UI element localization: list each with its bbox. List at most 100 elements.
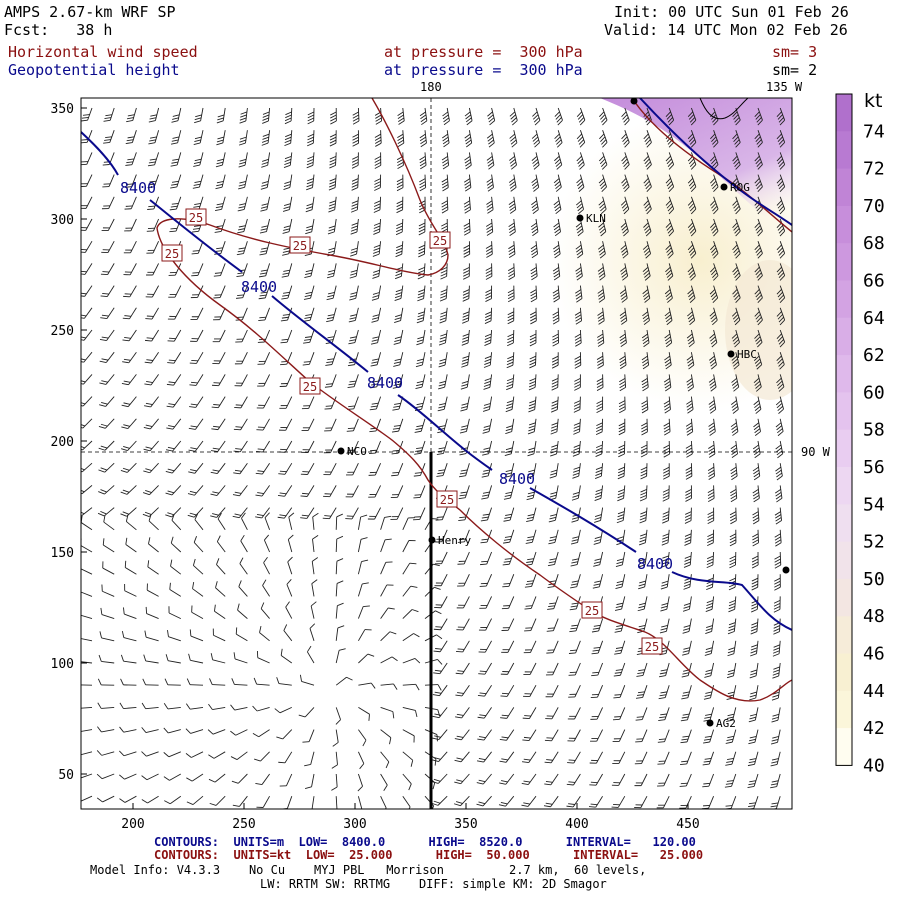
wind-barb [614, 596, 626, 611]
wind-barb [168, 263, 182, 276]
wind-barb [774, 551, 782, 569]
wind-barb [665, 263, 674, 281]
colorbar-swatch [836, 504, 852, 543]
wind-barb [346, 440, 359, 454]
wind-barb [526, 463, 537, 479]
wind-barb [257, 352, 271, 365]
wind-barb [238, 174, 248, 190]
wind-barb [462, 285, 470, 302]
wind-barb [567, 729, 581, 742]
wind-barb [352, 130, 360, 147]
wind-barb [144, 396, 159, 408]
height-contour-label: 8400 [120, 179, 156, 197]
wind-barb [303, 285, 315, 300]
wind-barb [145, 606, 159, 620]
wind-barb [634, 751, 648, 765]
wind-barb [574, 307, 583, 325]
wind-barb [574, 329, 582, 347]
station-label: ROG [730, 181, 750, 194]
colorbar-label: 64 [863, 308, 885, 329]
wind-barb [656, 816, 669, 833]
wind-barb [98, 485, 115, 495]
wind-barb [546, 640, 559, 654]
wind-barb [120, 678, 137, 686]
field2-name: Geopotential height [8, 61, 180, 79]
wind-barb [620, 241, 629, 259]
wind-barb [708, 440, 716, 458]
wind-barb [357, 582, 369, 597]
wind-barb [752, 485, 760, 503]
wind-barb [686, 396, 694, 414]
wind-barb [661, 551, 670, 568]
wind-barb [121, 440, 137, 451]
wind-barb [235, 627, 248, 642]
wind-barb [641, 329, 650, 348]
wind-barb [241, 512, 248, 531]
wind-barb [431, 751, 448, 762]
wind-barb [208, 751, 226, 759]
wind-barb [710, 241, 719, 259]
wind-barb [483, 374, 493, 390]
wind-barb [575, 285, 583, 303]
wind-barb [732, 285, 741, 303]
colorbar-label: 50 [863, 569, 885, 590]
wind-barb [477, 729, 492, 741]
wind-barb [460, 396, 470, 412]
wind-barb [664, 352, 672, 370]
wind-barb [665, 241, 674, 259]
wind-barb [322, 507, 337, 520]
wind-barb [432, 707, 448, 719]
wind-barb [163, 727, 181, 734]
wind-barb [568, 640, 581, 654]
wind-barb [328, 174, 337, 191]
wind-barb [81, 107, 93, 122]
wind-barb [144, 329, 159, 342]
wind-barb [702, 773, 715, 788]
wind-barb [618, 396, 626, 414]
wind-barb [368, 440, 382, 454]
wind-barb [253, 751, 270, 762]
height-contour-8400-e [529, 487, 637, 553]
wind-barb [753, 352, 763, 370]
wind-barb [191, 263, 204, 277]
wind-barb [217, 512, 226, 531]
field1-smoothing: sm= 3 [772, 43, 818, 61]
wind-barb [103, 130, 115, 144]
wind-barb [420, 818, 434, 834]
wind-barb [440, 263, 448, 280]
wind-barb [75, 813, 92, 826]
height-contour-8400-f [671, 571, 792, 631]
wind-barb [597, 263, 606, 281]
colorbar-label: 48 [863, 606, 885, 627]
wind-barb [591, 640, 604, 655]
wind-barb [305, 796, 315, 809]
wind-barb [309, 623, 316, 641]
wind-barb [461, 329, 470, 346]
wind-barb [232, 507, 248, 519]
wind-barb [639, 485, 648, 502]
wind-barb [211, 396, 226, 409]
wind-barb [499, 814, 514, 830]
wind-barb [732, 241, 741, 259]
wind-barb [570, 574, 581, 589]
wind-barb [544, 815, 559, 831]
wind-barb [390, 507, 404, 520]
wind-barb [506, 352, 515, 369]
wind-barb [305, 196, 315, 213]
wind-barb [504, 463, 515, 478]
wind-barb [476, 751, 492, 763]
field2-level: at pressure = 300 hPa [384, 61, 583, 79]
wind-barb [143, 654, 159, 664]
wind-barb [210, 440, 226, 453]
wind-barb [394, 285, 404, 302]
wind-barb [479, 596, 493, 609]
wind-barb [214, 218, 226, 233]
wind-barb [483, 352, 493, 368]
wind-barb [375, 818, 386, 835]
wind-barb [141, 702, 159, 710]
colorbar-swatch [836, 94, 852, 132]
wind-barb [287, 556, 293, 575]
wind-barb [81, 568, 93, 575]
height-contour-8400-b [149, 199, 243, 273]
meridian-label-135w: 135 W [766, 80, 803, 94]
